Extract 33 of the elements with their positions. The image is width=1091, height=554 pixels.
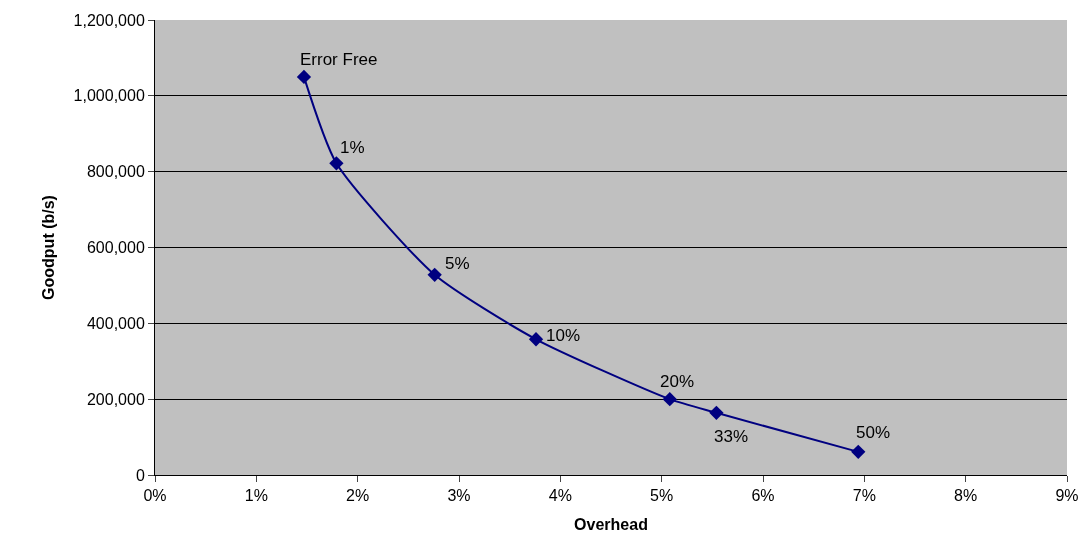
y-tick-label: 0 xyxy=(135,466,145,484)
y-axis-title: Goodput (b/s) xyxy=(39,195,57,300)
x-tick-label: 4% xyxy=(548,487,572,505)
x-tick-label: 5% xyxy=(650,487,674,505)
point xyxy=(662,392,677,407)
annotation: 10% xyxy=(546,326,581,345)
x-tick-label: 3% xyxy=(447,487,471,505)
x-tick-label: 8% xyxy=(954,487,978,505)
y-tick-label: 800,000 xyxy=(86,163,145,181)
y-tick-label: 1,200,000 xyxy=(73,11,145,29)
y-tick-label: 200,000 xyxy=(86,390,145,408)
y-tick-label: 1,000,000 xyxy=(73,87,145,105)
annotation: 20% xyxy=(660,372,695,391)
point xyxy=(528,332,544,347)
point xyxy=(427,267,442,282)
annotation: 33% xyxy=(714,427,749,446)
point xyxy=(329,156,344,171)
x-tick-label: 6% xyxy=(751,487,775,505)
y-tick-label: 400,000 xyxy=(86,314,145,332)
x-tick-label: 2% xyxy=(346,487,370,505)
x-tick-label: 0% xyxy=(143,487,167,505)
x-tick-label: 7% xyxy=(852,487,876,505)
point xyxy=(296,69,312,85)
x-tick-label: 9% xyxy=(1055,487,1079,505)
annotation: 1% xyxy=(340,138,365,157)
x-tick-label: 1% xyxy=(244,487,268,505)
annotation: Error Free xyxy=(300,50,378,69)
annotation: 5% xyxy=(445,254,470,273)
point xyxy=(709,405,724,420)
point xyxy=(851,444,866,460)
annotation: 50% xyxy=(856,423,891,442)
y-tick-label: 600,000 xyxy=(86,239,145,257)
x-axis-title: Overhead xyxy=(574,515,648,533)
